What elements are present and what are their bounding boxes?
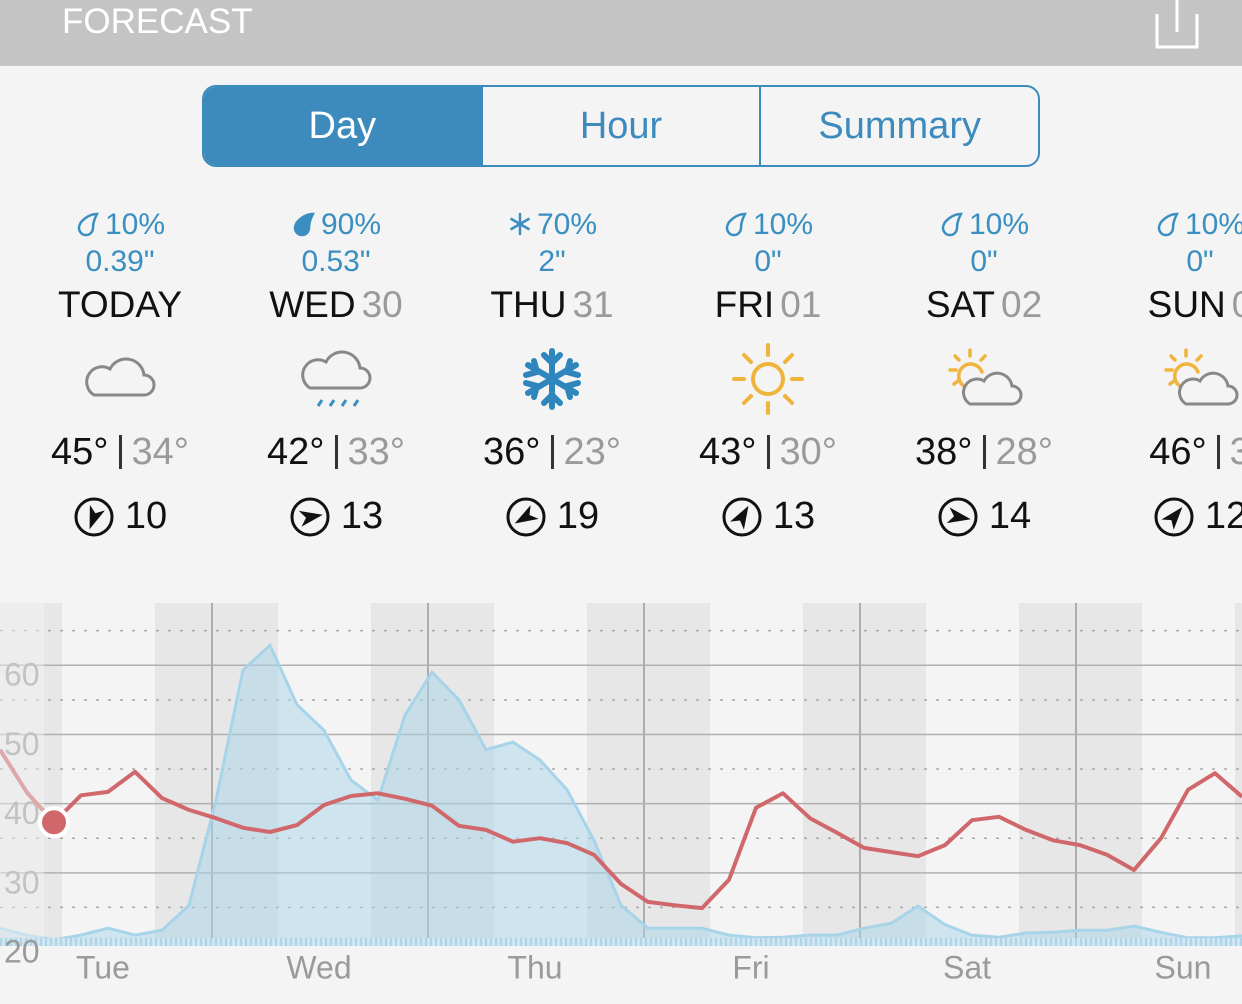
x-tick-label: Thu <box>507 949 562 985</box>
day-column: 90% 0.53" WED 30 42° 33° 13 <box>228 205 444 541</box>
snow-icon <box>523 348 581 410</box>
precip-amount: 0" <box>1186 245 1214 278</box>
day-column: 10% 0" FRI 01 43° 30° 13 <box>660 205 876 541</box>
y-tick-label: 50 <box>4 726 40 762</box>
day-name: SAT <box>925 284 996 325</box>
day-column: 70% 2" THU 31 36° 23° 19 <box>444 205 660 541</box>
precip-amount: 0.39" <box>85 245 155 278</box>
low-temp: 23° <box>563 431 621 473</box>
drop-icon <box>1157 212 1179 237</box>
precip-amount: 0" <box>754 245 782 278</box>
wind-speed: 13 <box>772 495 816 537</box>
temperature-line <box>0 748 1242 911</box>
precip-chance: 10% <box>104 208 166 241</box>
wind-speed: 14 <box>988 495 1032 537</box>
past-fade <box>0 603 44 938</box>
day-column: 10% 0" SAT 02 38° 28° 14 <box>876 205 1092 541</box>
x-tick-label: Wed <box>286 949 351 985</box>
x-tick-label: Sun <box>1155 949 1212 985</box>
high-temp: 43° <box>699 431 757 473</box>
day-date: 02 <box>1001 284 1043 325</box>
wind-speed: 12 <box>1204 495 1242 537</box>
wind-arrow <box>290 497 330 537</box>
low-temp: 3 <box>1229 431 1242 473</box>
low-temp: 34° <box>131 431 189 473</box>
share-button[interactable] <box>1154 0 1200 50</box>
night-band <box>803 603 926 942</box>
day-date: 30 <box>361 284 403 325</box>
drop-icon <box>941 212 963 237</box>
high-temp: 42° <box>267 431 325 473</box>
precip-line <box>0 642 1242 942</box>
low-temp: 33° <box>347 431 405 473</box>
day-date: 0 <box>1232 284 1242 325</box>
high-temp: 46° <box>1149 431 1207 473</box>
x-tick-label: Fri <box>732 949 769 985</box>
tab-day[interactable]: Day <box>204 87 481 165</box>
rain-icon <box>301 350 372 407</box>
partly-cloudy-icon <box>948 348 1023 406</box>
precip-amount: 0.53" <box>301 245 371 278</box>
wind-arrow <box>506 497 546 537</box>
wind-speed: 19 <box>556 495 600 537</box>
cloud-icon <box>85 357 156 397</box>
y-tick-label: 60 <box>4 657 40 693</box>
tab-hour[interactable]: Hour <box>480 87 760 165</box>
partly-cloudy-icon <box>1164 348 1239 406</box>
low-temp: 30° <box>779 431 837 473</box>
day-date: 01 <box>780 284 822 325</box>
drop-icon <box>293 212 315 237</box>
wind-speed: 10 <box>124 495 168 537</box>
y-tick-label: 20 <box>4 933 40 969</box>
day-column: 10% 0.39" TODAY 45° 34° 10 <box>12 205 228 541</box>
current-temp-dot <box>38 806 70 839</box>
day-name: FRI <box>714 284 775 325</box>
high-temp: 38° <box>915 431 973 473</box>
x-tick-label: Tue <box>76 949 130 985</box>
high-temp: 36° <box>483 431 541 473</box>
day-column: 10% 0" SUN0 46° 3 12 <box>1092 205 1242 541</box>
precip-chance: 10% <box>1184 208 1242 241</box>
wind-arrow <box>722 497 762 537</box>
day-name: TODAY <box>57 284 183 325</box>
precip-chance: 10% <box>752 208 814 241</box>
high-temp: 45° <box>51 431 109 473</box>
wind-arrow <box>938 497 978 537</box>
night-band <box>0 603 62 942</box>
day-name: SUN <box>1147 284 1226 325</box>
day-date: 31 <box>572 284 614 325</box>
day-name: WED <box>269 284 356 325</box>
precip-chance: 70% <box>536 208 598 241</box>
drop-icon <box>77 212 99 237</box>
y-tick-label: 30 <box>4 864 40 900</box>
view-tabs: Day Hour Summary <box>202 85 1040 167</box>
precip-chance: 90% <box>320 208 382 241</box>
day-name: THU <box>490 284 567 325</box>
night-band <box>1235 603 1242 942</box>
x-tick-label: Sat <box>943 949 991 985</box>
header-bar: FORECAST <box>0 0 1242 66</box>
wind-arrow <box>1154 497 1194 537</box>
header-title: FORECAST <box>62 2 253 41</box>
precip-chance: 10% <box>968 208 1030 241</box>
sun-icon <box>732 343 804 415</box>
baseline-strip <box>0 938 1242 946</box>
precip-amount: 0" <box>970 245 998 278</box>
tab-summary[interactable]: Summary <box>759 87 1038 165</box>
wind-speed: 13 <box>340 495 384 537</box>
snow-icon-small <box>509 213 531 235</box>
low-temp: 28° <box>995 431 1053 473</box>
drop-icon <box>725 212 747 237</box>
night-band <box>1019 603 1142 942</box>
precip-amount: 2" <box>538 245 566 278</box>
wind-arrow <box>74 497 114 537</box>
